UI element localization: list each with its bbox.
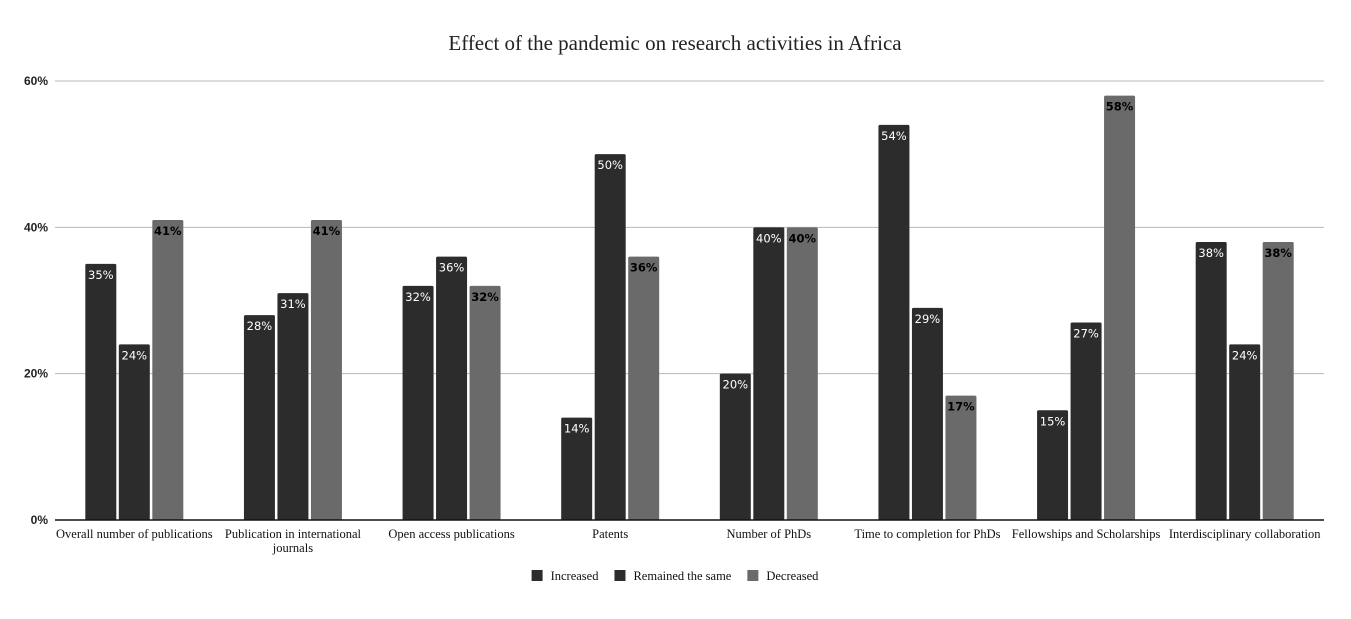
legend-label: Decreased xyxy=(766,569,819,583)
y-tick-label: 20% xyxy=(24,367,48,381)
bar xyxy=(1104,95,1136,520)
data-label: 40% xyxy=(789,231,817,245)
data-label: 36% xyxy=(439,261,465,275)
data-label: 40% xyxy=(756,231,782,245)
legend-label: Remained the same xyxy=(633,569,731,583)
bar xyxy=(1037,410,1069,520)
bar xyxy=(310,220,342,520)
data-label: 32% xyxy=(471,290,499,304)
data-labels: 35% 24% 41% 28% 31% 41% 32% 36% 32% 14% 50% 36% 20% 4… xyxy=(88,100,1292,436)
data-label: 28% xyxy=(247,319,273,333)
bar xyxy=(118,344,150,520)
y-tick-label: 0% xyxy=(31,513,49,527)
legend-label: Increased xyxy=(551,569,600,583)
y-tick-label: 40% xyxy=(24,220,48,234)
bar xyxy=(1070,322,1102,520)
bar xyxy=(594,154,626,520)
bar xyxy=(402,285,434,520)
data-label: 24% xyxy=(122,348,148,362)
x-category-label: Fellowships and Scholarships xyxy=(1012,527,1161,541)
data-label: 54% xyxy=(881,129,907,143)
bar xyxy=(561,417,593,520)
data-label: 27% xyxy=(1073,326,1099,340)
bar xyxy=(436,256,468,520)
bar xyxy=(911,307,943,520)
x-category-label: Open access publications xyxy=(388,527,514,541)
x-category-label: Interdisciplinary collaboration xyxy=(1169,527,1321,541)
data-label: 50% xyxy=(597,158,623,172)
bar xyxy=(277,293,309,520)
bar xyxy=(786,227,818,521)
legend-swatch xyxy=(747,570,759,581)
bar xyxy=(719,373,751,520)
y-axis-ticks: 0% 20% 40% 60% xyxy=(24,74,48,527)
bar xyxy=(1229,344,1261,520)
data-label: 38% xyxy=(1264,246,1292,260)
data-label: 35% xyxy=(88,268,114,282)
data-label: 41% xyxy=(313,224,341,238)
data-label: 32% xyxy=(405,290,431,304)
legend-item: Increased xyxy=(531,569,600,583)
data-label: 24% xyxy=(1232,348,1258,362)
bar xyxy=(753,227,785,521)
x-axis-categories: Overall number of publications Publicatio… xyxy=(56,527,1321,555)
legend-item: Remained the same xyxy=(614,569,732,583)
data-label: 36% xyxy=(630,261,658,275)
x-category-label: Number of PhDs xyxy=(726,527,811,541)
y-tick-label: 60% xyxy=(24,74,48,88)
x-category-label: Time to completion for PhDs xyxy=(854,527,1000,541)
data-label: 20% xyxy=(723,378,749,392)
data-label: 38% xyxy=(1198,246,1224,260)
data-label: 15% xyxy=(1040,414,1066,428)
bar xyxy=(469,285,501,520)
data-label: 58% xyxy=(1106,100,1134,114)
x-category-label: Patents xyxy=(592,527,628,541)
legend-swatch xyxy=(614,570,626,581)
bar xyxy=(878,124,910,521)
data-label: 14% xyxy=(564,422,590,436)
x-category-label: Publication in international journals xyxy=(225,527,362,555)
chart-title: Effect of the pandemic on research activ… xyxy=(448,31,902,55)
bar xyxy=(1262,241,1294,520)
bar xyxy=(85,263,117,520)
bar xyxy=(945,395,977,520)
bar xyxy=(1195,241,1227,520)
bar xyxy=(243,315,275,520)
legend-swatch xyxy=(531,570,543,581)
legend-item: Decreased xyxy=(747,569,819,583)
x-category-label: Overall number of publications xyxy=(56,527,213,541)
data-label: 29% xyxy=(915,312,941,326)
data-label: 31% xyxy=(280,297,306,311)
bar xyxy=(152,220,184,520)
data-label: 41% xyxy=(154,224,182,238)
data-label: 17% xyxy=(947,400,975,414)
legend: Increased Remained the same Decreased xyxy=(531,569,819,583)
bar xyxy=(628,256,660,520)
bars xyxy=(85,95,1294,521)
